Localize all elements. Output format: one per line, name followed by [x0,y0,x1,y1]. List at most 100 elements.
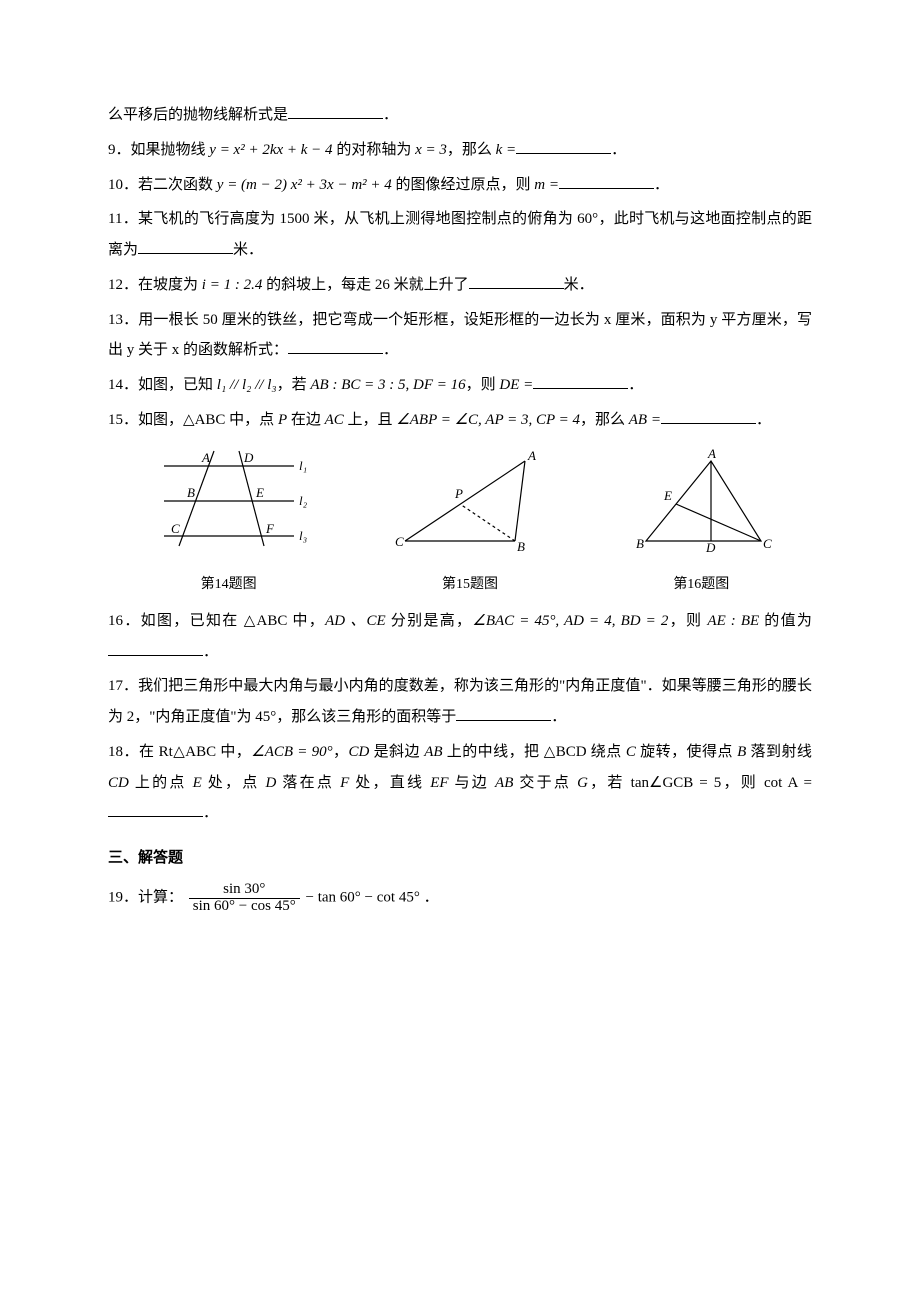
question-15: 15．如图，△ABC 中，点 P 在边 AC 上，且 ∠ABP = ∠C, AP… [108,405,812,436]
q-number: 9． [108,142,131,158]
period: ． [628,377,643,393]
ratio: AE : BE [707,613,759,629]
cd2: CD [108,775,129,791]
label-F: F [265,521,275,536]
cd: CD [349,744,370,760]
q-number: 17． [108,678,138,694]
question-14: 14．如图，已知 l₁ // l₂ // l₃，若 AB : BC = 3 : … [108,370,812,401]
question-11: 11．某飞机的飞行高度为 1500 米，从飞机上测得地图控制点的俯角为 60°，… [108,204,812,266]
label-E: E [255,485,264,500]
text: 上，且 [344,412,397,428]
text: 中， [287,613,325,629]
text: 与边 [449,775,495,791]
text: 如果抛物线 [131,142,210,158]
blank [108,641,203,656]
fig15-svg: A P C B [385,446,555,556]
fraction: sin 30° sin 60° − cos 45° [189,882,300,915]
question-10: 10．若二次函数 y = (m − 2) x² + 3x − m² + 4 的图… [108,170,812,201]
ratio: i = 1 : 2.4 [202,277,263,293]
F: F [340,775,349,791]
text: 如图，已知在 [141,613,244,629]
text: 如图， [138,412,183,428]
q-number: 11． [108,211,138,227]
blank [288,105,383,120]
D: D [265,775,276,791]
caption-15: 第15题图 [385,571,555,600]
bcd: △BCD [544,744,587,760]
q-number: 16． [108,613,141,629]
blank [108,803,203,818]
cond: ∠ABP = ∠C, AP = 3, CP = 4 [396,412,580,428]
cond: ∠BAC = 45°, AD = 4, BD = 2 [472,613,668,629]
label-C: C [395,534,404,549]
blank [661,409,756,424]
cot: cot A = [764,775,812,791]
q-number: 14． [108,377,138,393]
text: 如图，已知 [138,377,217,393]
text: 在坡度为 [138,277,202,293]
question-12: 12．在坡度为 i = 1 : 2.4 的斜坡上，每走 26 米就上升了米． [108,270,812,301]
denominator: sin 60° − cos 45° [189,898,300,915]
text: 旋转，使得点 [636,744,737,760]
label-D: D [705,540,716,555]
adce: AD 、CE [325,613,386,629]
q-number: 18． [108,744,139,760]
tan: tan∠GCB = 5 [631,775,722,791]
caption-14: 第14题图 [144,571,314,600]
ab2: AB [495,775,513,791]
expr: y = (m − 2) x² + 3x − m² + 4 [217,177,392,193]
AC: AC [325,412,344,428]
q-number: 10． [108,177,138,193]
label-A: A [707,446,716,461]
period: ． [611,142,626,158]
label-B: B [636,536,644,551]
text: ， [333,744,349,760]
figure-16: A E B D C 第16题图 [626,446,776,600]
text: 是斜边 [369,744,424,760]
tail: − tan 60° − cot 45° ． [302,890,439,906]
text: 上的点 [129,775,193,791]
text: ，若 [588,775,631,791]
text: 若二次函数 [138,177,217,193]
cond: x = 3 [415,142,447,158]
text: 分别是高， [386,613,473,629]
text: 用一根长 50 厘米的铁丝，把它弯成一个矩形框，设矩形框的一边长为 x 厘米，面… [108,312,812,359]
text: 中， [216,744,251,760]
label-E: E [663,488,672,503]
text: 落在点 [276,775,340,791]
E: E [193,775,202,791]
q-number: 12． [108,277,138,293]
ef: EF [430,775,448,791]
de: DE = [499,377,533,393]
text: 计算： [138,890,183,906]
text: 的图像经过原点，则 [392,177,535,193]
period: ． [551,709,566,725]
q-number: 13． [108,312,138,328]
text: 落到射线 [746,744,812,760]
question-13: 13．用一根长 50 厘米的铁丝，把它弯成一个矩形框，设矩形框的一边长为 x 厘… [108,305,812,367]
question-9: 9．如果抛物线 y = x² + 2kx + k − 4 的对称轴为 x = 3… [108,135,812,166]
blank [559,174,654,189]
label-B: B [187,485,195,500]
blank [456,707,551,722]
period: ． [654,177,669,193]
question-17: 17．我们把三角形中最大内角与最小内角的度数差，称为该三角形的"内角正度值"．如… [108,671,812,733]
question-18: 18．在 Rt△ABC 中，∠ACB = 90°，CD 是斜边 AB 上的中线，… [108,737,812,829]
q8-tail-text: 么平移后的抛物线解析式是 [108,107,288,123]
tri: △ABC [244,613,288,629]
blank [288,340,383,355]
period: ． [383,107,398,123]
tri: △ABC [173,744,216,760]
question-16: 16．如图，已知在 △ABC 中，AD 、CE 分别是高，∠BAC = 45°,… [108,606,812,668]
fig14-svg: A D B E C F l₁ l₂ l₃ [144,446,314,556]
text: 的斜坡上，每走 26 米就上升了 [262,277,468,293]
ang: ∠ACB = 90° [251,744,332,760]
ab: AB [424,744,442,760]
figures-row: A D B E C F l₁ l₂ l₃ 第14题图 A P [108,446,812,600]
text: 处，点 [202,775,266,791]
tri: △ABC [183,412,225,428]
text: 在 Rt [139,744,173,760]
ab: AB = [629,412,661,428]
P: P [278,412,287,428]
figure-15: A P C B 第15题图 [385,446,555,600]
